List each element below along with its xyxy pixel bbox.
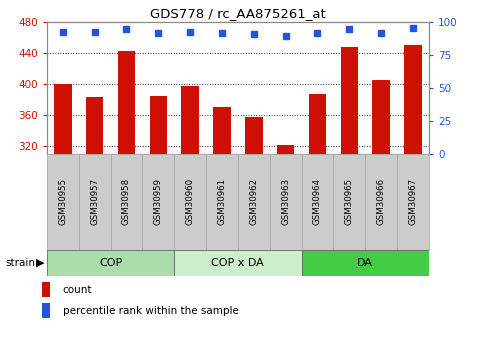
Title: GDS778 / rc_AA875261_at: GDS778 / rc_AA875261_at [150, 7, 326, 20]
Bar [149, 97, 167, 154]
Text: GSM30957: GSM30957 [90, 178, 99, 225]
Bar [372, 80, 390, 154]
Bar [213, 107, 231, 154]
Bar [181, 87, 199, 154]
Bar [42, 282, 50, 297]
Text: GSM30960: GSM30960 [185, 178, 195, 225]
Bar [47, 250, 174, 276]
Text: COP: COP [99, 258, 122, 268]
Bar [404, 45, 422, 154]
Text: GSM30965: GSM30965 [345, 178, 354, 225]
Text: GSM30959: GSM30959 [154, 178, 163, 225]
Text: percentile rank within the sample: percentile rank within the sample [63, 306, 239, 315]
Text: ▶: ▶ [36, 258, 44, 268]
Bar [54, 84, 71, 154]
Bar [86, 97, 104, 154]
Bar [277, 145, 294, 154]
Text: GSM30958: GSM30958 [122, 178, 131, 225]
Bar [174, 154, 206, 250]
Bar [341, 47, 358, 154]
Text: DA: DA [357, 258, 373, 268]
Bar [397, 154, 429, 250]
Bar [238, 154, 270, 250]
Text: GSM30967: GSM30967 [409, 178, 418, 225]
Text: strain: strain [5, 258, 35, 268]
Text: GSM30961: GSM30961 [217, 178, 226, 225]
Text: GSM30964: GSM30964 [313, 178, 322, 225]
Bar [365, 154, 397, 250]
Bar [79, 154, 110, 250]
Text: COP x DA: COP x DA [211, 258, 264, 268]
Bar [142, 154, 174, 250]
Text: GSM30963: GSM30963 [281, 178, 290, 225]
Bar [309, 94, 326, 154]
Bar [302, 154, 333, 250]
Text: GSM30955: GSM30955 [58, 178, 67, 225]
Bar [333, 154, 365, 250]
Text: GSM30966: GSM30966 [377, 178, 386, 225]
Bar [110, 154, 142, 250]
Text: GSM30962: GSM30962 [249, 178, 258, 225]
Bar [47, 154, 79, 250]
Bar [302, 250, 429, 276]
Bar [174, 250, 302, 276]
Bar [118, 51, 135, 154]
Bar [270, 154, 302, 250]
Text: count: count [63, 285, 92, 295]
Bar [206, 154, 238, 250]
Bar [245, 117, 263, 154]
Bar [42, 303, 50, 317]
